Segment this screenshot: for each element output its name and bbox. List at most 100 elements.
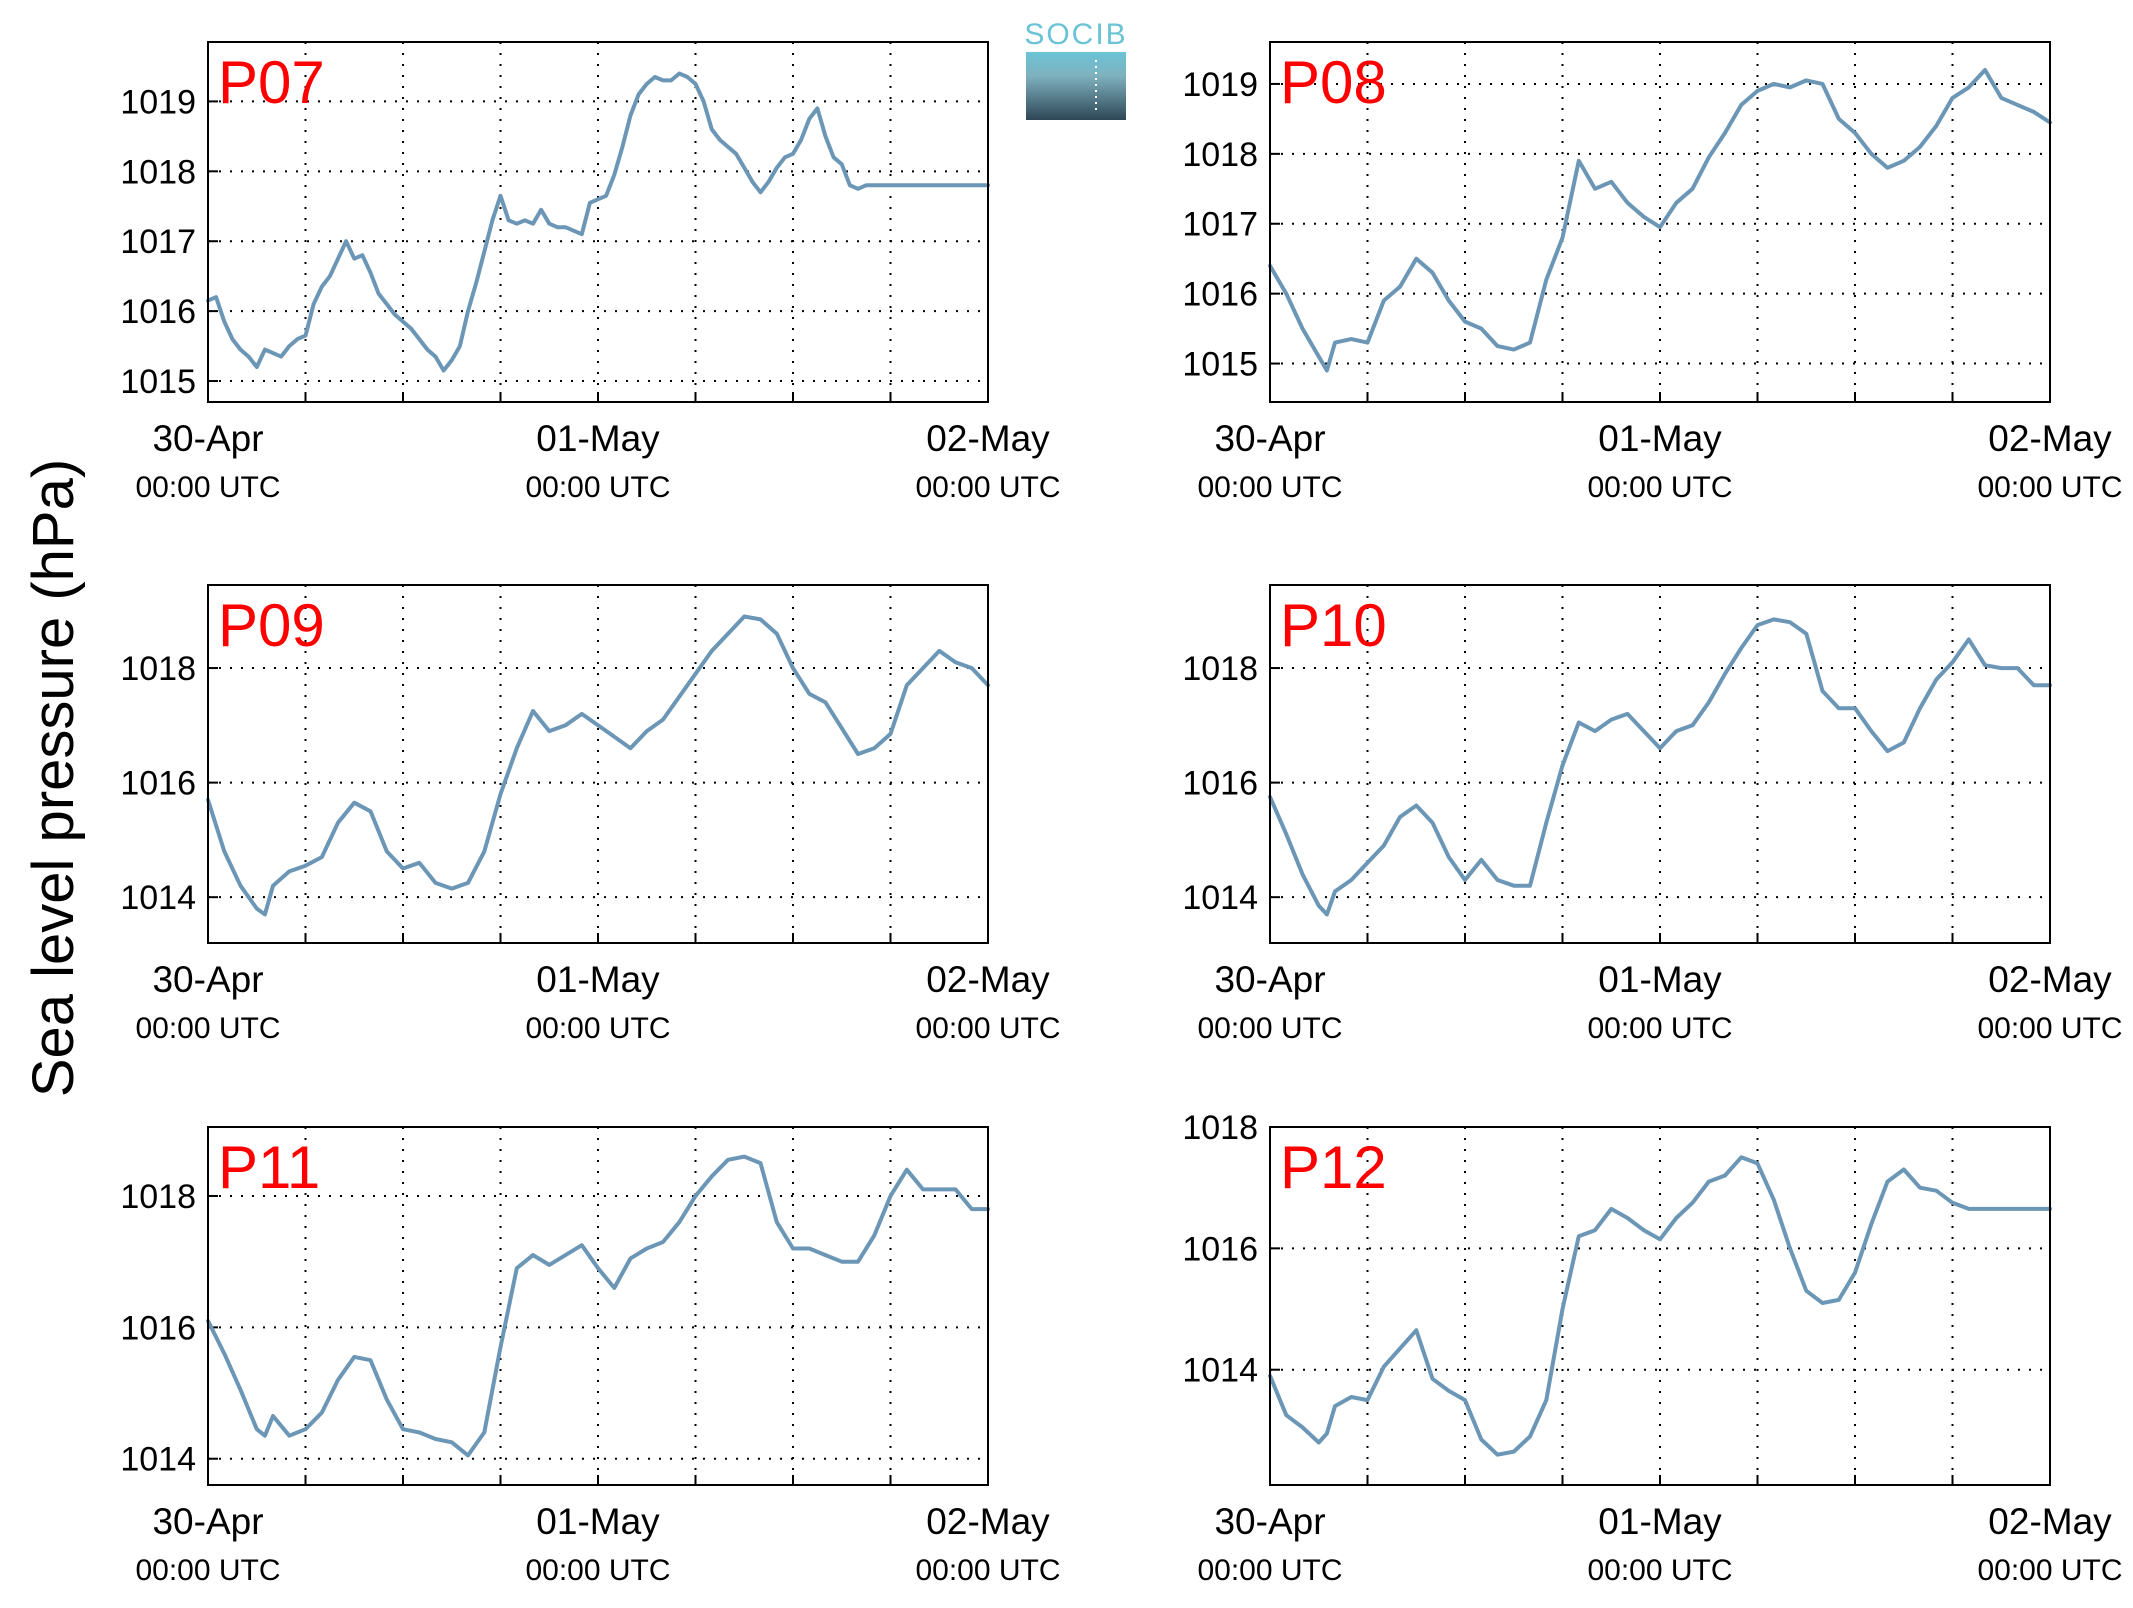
x-tick-time: 00:00 UTC bbox=[135, 1012, 280, 1045]
data-point bbox=[898, 184, 900, 186]
data-point bbox=[1968, 86, 1970, 88]
data-point bbox=[394, 314, 396, 316]
data-point bbox=[1578, 721, 1580, 724]
data-point bbox=[678, 72, 680, 75]
data-point bbox=[662, 1241, 664, 1243]
data-point bbox=[1659, 1238, 1661, 1240]
data-point bbox=[954, 184, 957, 186]
data-point bbox=[1903, 741, 1905, 744]
data-point bbox=[508, 219, 510, 221]
data-point bbox=[353, 802, 355, 804]
data-point bbox=[313, 303, 315, 305]
data-point bbox=[873, 184, 875, 186]
axes-frame bbox=[207, 41, 989, 403]
data-point bbox=[1431, 822, 1434, 824]
data-point bbox=[223, 850, 225, 853]
x-tick-time: 00:00 UTC bbox=[525, 1554, 670, 1587]
data-point bbox=[215, 296, 217, 298]
data-point bbox=[1643, 730, 1645, 732]
panel-p10: 1014 1016 1018 30-Apr 00:00 UTC 01-May 00:00 U… bbox=[1182, 584, 2123, 1045]
data-point bbox=[816, 107, 819, 109]
data-point bbox=[743, 615, 745, 618]
data-point bbox=[564, 226, 567, 228]
data-point bbox=[272, 1415, 274, 1417]
data-point bbox=[1561, 1308, 1564, 1310]
y-tick-label: 1019 bbox=[1182, 66, 1258, 104]
data-point bbox=[654, 76, 656, 78]
data-point bbox=[1334, 342, 1336, 344]
data-point bbox=[1789, 1247, 1791, 1249]
data-point bbox=[1545, 822, 1547, 824]
data-point bbox=[2016, 667, 2019, 669]
data-point bbox=[1968, 1208, 1970, 1210]
data-point bbox=[1984, 664, 1986, 666]
data-point bbox=[418, 862, 420, 864]
data-point bbox=[1415, 804, 1417, 807]
data-point bbox=[418, 338, 420, 340]
y-tick-label: 1015 bbox=[120, 363, 196, 401]
pressure-series-line bbox=[206, 71, 990, 373]
data-point bbox=[1513, 1451, 1515, 1453]
data-point bbox=[1659, 226, 1661, 228]
data-point bbox=[597, 724, 599, 726]
data-point bbox=[1675, 202, 1677, 204]
data-point bbox=[889, 1195, 892, 1197]
data-point bbox=[613, 1287, 615, 1289]
data-point bbox=[1805, 1290, 1807, 1292]
data-point bbox=[1838, 707, 1840, 709]
data-point bbox=[2033, 111, 2035, 113]
y-tick-label: 1019 bbox=[120, 83, 196, 121]
y-tick-label: 1014 bbox=[120, 879, 196, 917]
x-tick-time: 00:00 UTC bbox=[525, 471, 670, 504]
data-point bbox=[1935, 678, 1937, 681]
data-point bbox=[1350, 338, 1352, 340]
data-point bbox=[1626, 713, 1629, 715]
data-point bbox=[1740, 1156, 1742, 1158]
axes-frame bbox=[1269, 41, 2051, 403]
data-point bbox=[1415, 258, 1417, 260]
data-point bbox=[1594, 730, 1596, 732]
data-point bbox=[727, 146, 729, 148]
data-point bbox=[1545, 279, 1547, 281]
data-point bbox=[1529, 885, 1531, 887]
data-point bbox=[321, 286, 323, 288]
y-tick-label: 1016 bbox=[120, 1309, 196, 1347]
y-tick-label: 1018 bbox=[120, 1178, 196, 1216]
data-point bbox=[808, 693, 810, 695]
data-point bbox=[922, 667, 924, 669]
data-point bbox=[889, 733, 892, 735]
y-tick-label: 1017 bbox=[120, 223, 196, 261]
data-point bbox=[1610, 181, 1612, 183]
panel-p07: 1015 1016 1017 1018 1019 30-Apr 00:00 UTC 01-Ma… bbox=[120, 41, 1061, 504]
data-point bbox=[930, 184, 932, 186]
data-point bbox=[564, 1254, 567, 1256]
data-point bbox=[434, 882, 437, 884]
x-tick-time: 00:00 UTC bbox=[1587, 471, 1732, 504]
data-point bbox=[735, 153, 737, 155]
data-point bbox=[1756, 1162, 1759, 1164]
data-point bbox=[1318, 1441, 1320, 1444]
data-point bbox=[483, 1431, 485, 1433]
data-point bbox=[1366, 1399, 1369, 1401]
x-tick-date: 30-Apr bbox=[1214, 1501, 1325, 1542]
data-point bbox=[1529, 1435, 1531, 1438]
data-point bbox=[329, 275, 331, 277]
data-point bbox=[629, 114, 632, 116]
y-tick-label: 1018 bbox=[120, 650, 196, 688]
data-point bbox=[272, 352, 274, 354]
y-tick-label: 1016 bbox=[1182, 276, 1258, 314]
y-tick-label: 1018 bbox=[1182, 1109, 1258, 1147]
data-point bbox=[1578, 160, 1580, 162]
x-tick-date: 02-May bbox=[1988, 1501, 2112, 1542]
data-point bbox=[1643, 216, 1645, 218]
data-point bbox=[1626, 1217, 1629, 1219]
pressure-series-line bbox=[1268, 617, 2052, 917]
logo-block bbox=[1026, 52, 1126, 120]
y-tick-label: 1017 bbox=[1182, 206, 1258, 244]
y-tick-label: 1015 bbox=[1182, 346, 1258, 384]
x-tick-date: 01-May bbox=[536, 1501, 660, 1542]
panel-p09: 1014 1016 1018 30-Apr 00:00 UTC 01-May 00:00 U… bbox=[120, 584, 1061, 1045]
data-point bbox=[1708, 1181, 1710, 1183]
x-tick-date: 30-Apr bbox=[1214, 418, 1325, 459]
